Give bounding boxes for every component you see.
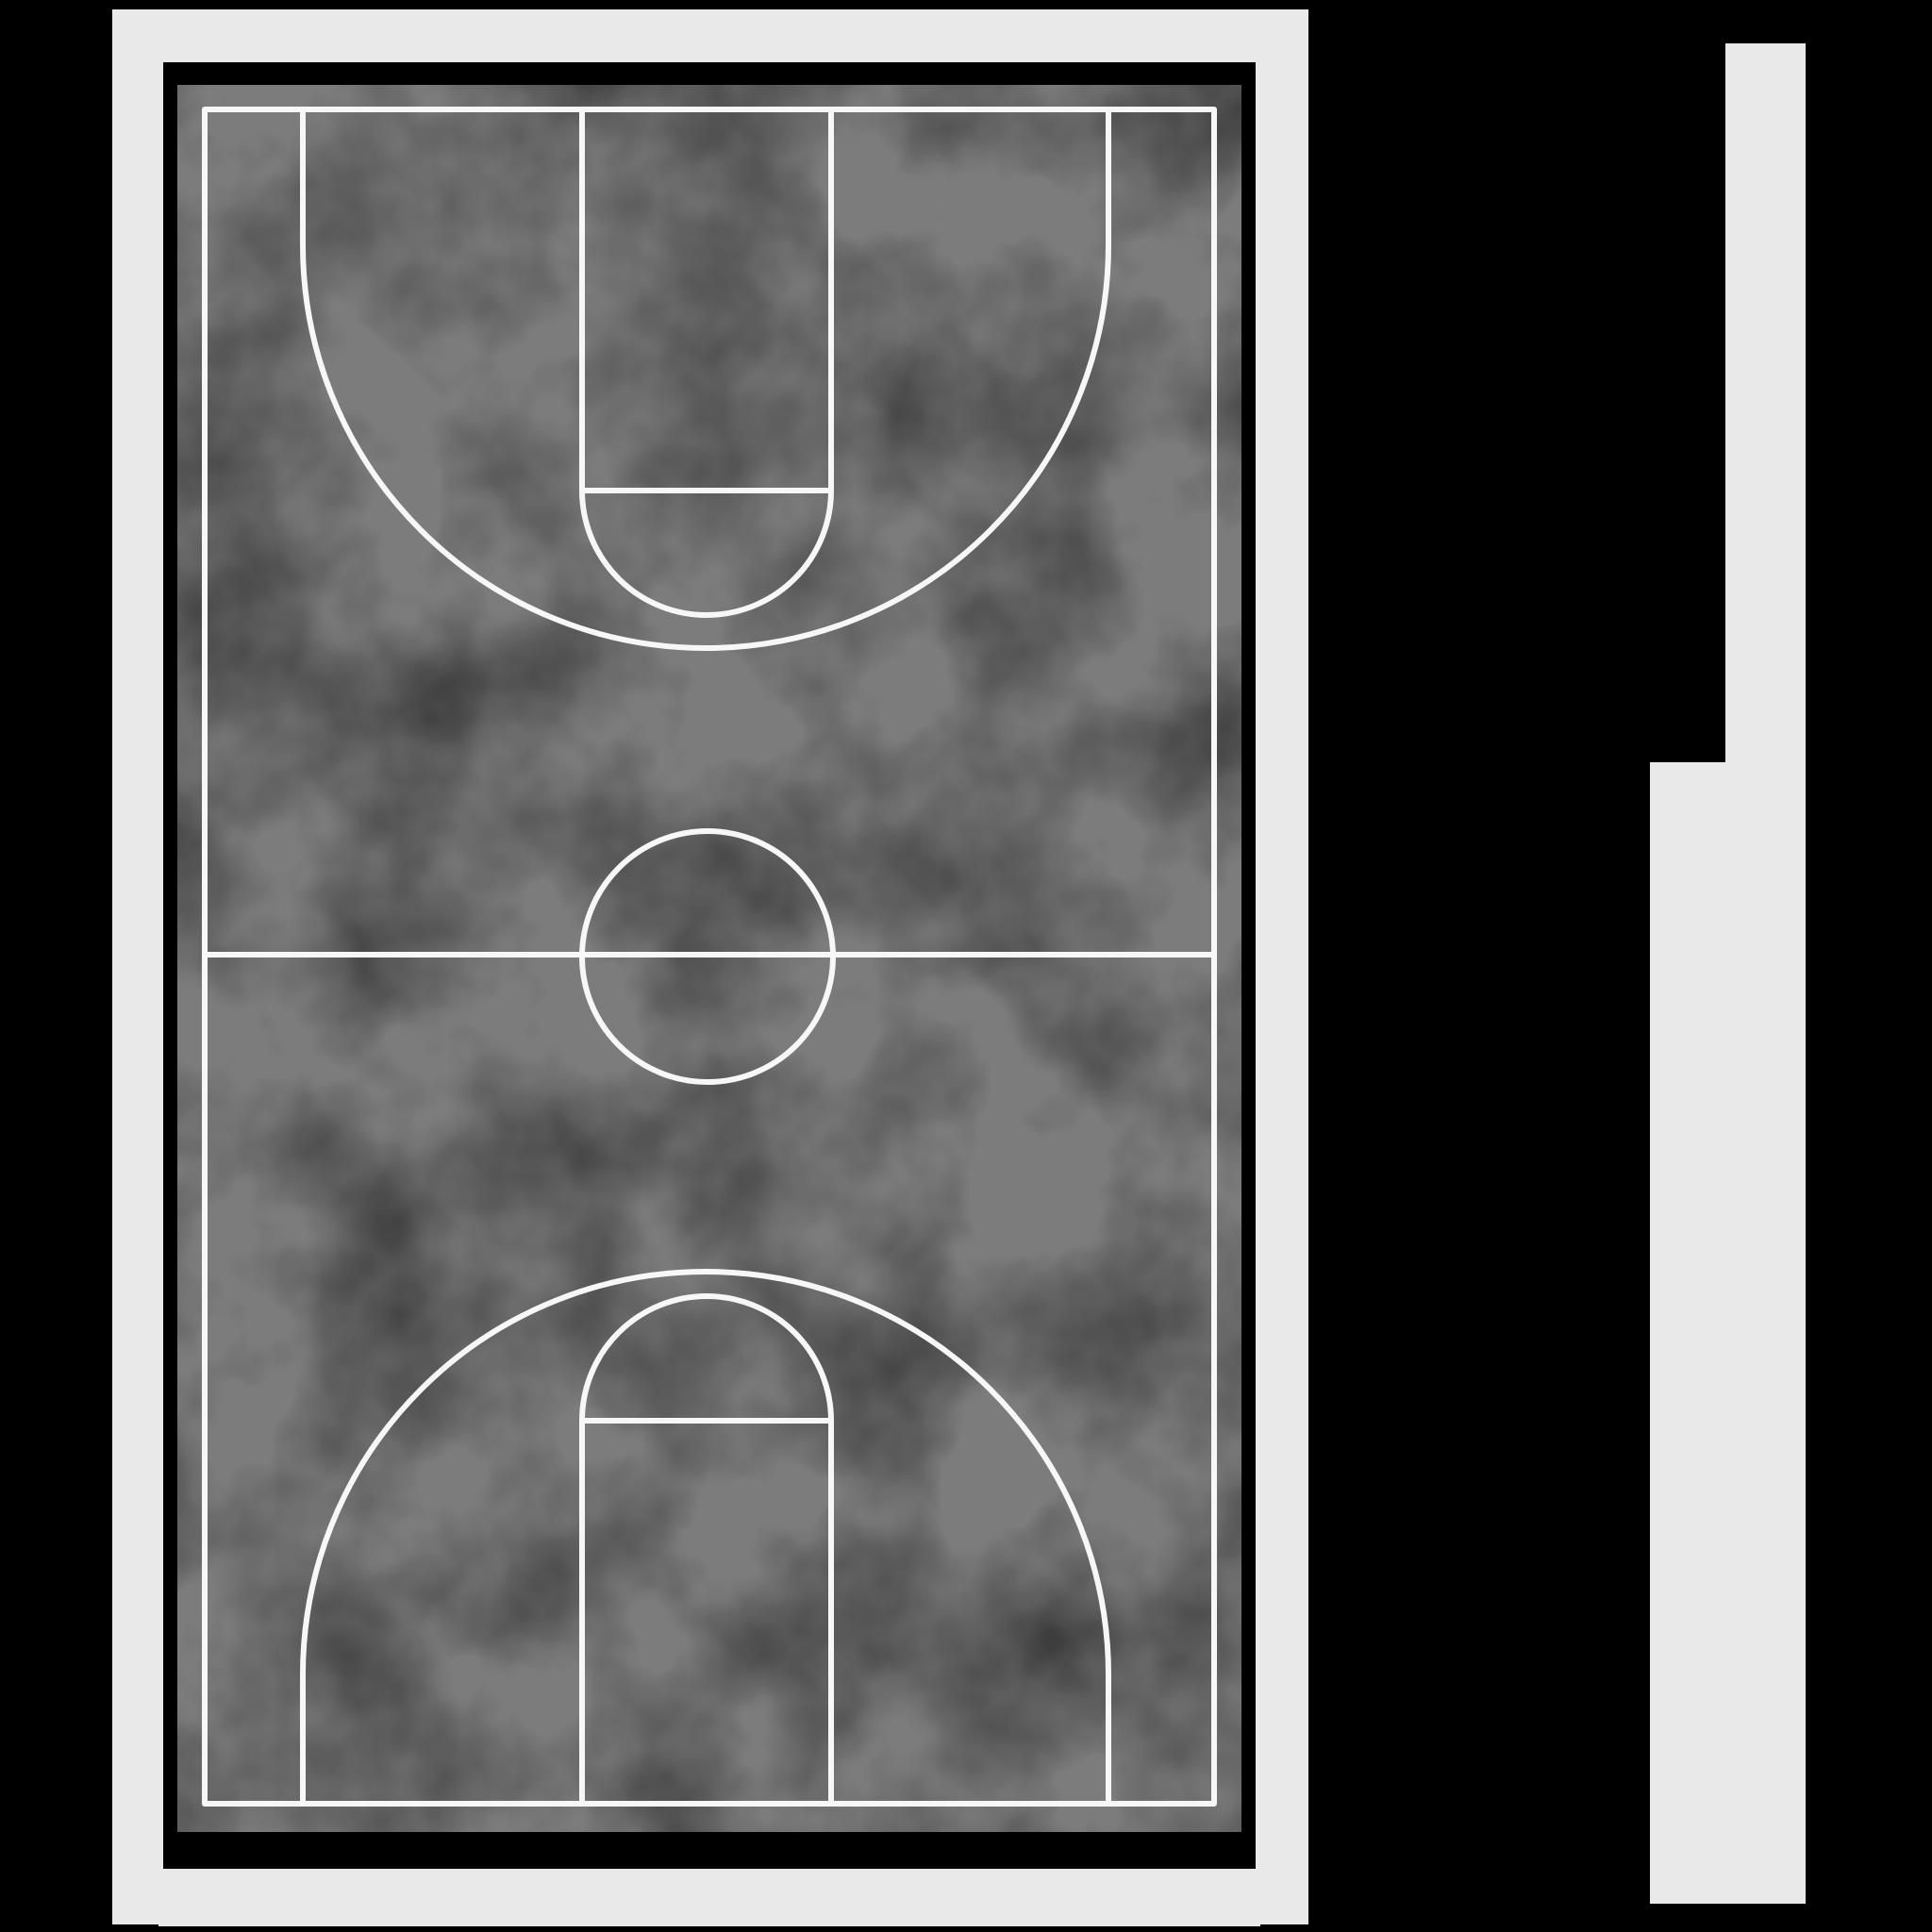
bottom-key xyxy=(579,1418,834,1807)
court-surface-texture xyxy=(177,85,1241,1832)
side-panel xyxy=(1650,43,1806,1904)
top-free-throw-arc xyxy=(579,488,834,618)
top-three-point-line xyxy=(300,107,1111,651)
top-key xyxy=(579,107,834,493)
basketball-court-icon xyxy=(177,85,1241,1832)
court-lines xyxy=(202,107,1217,1807)
court-frame-lip xyxy=(158,1913,1260,1926)
bottom-free-throw-arc xyxy=(579,1293,834,1424)
center-circle xyxy=(579,828,836,1085)
bottom-three-point-line xyxy=(300,1269,1111,1807)
